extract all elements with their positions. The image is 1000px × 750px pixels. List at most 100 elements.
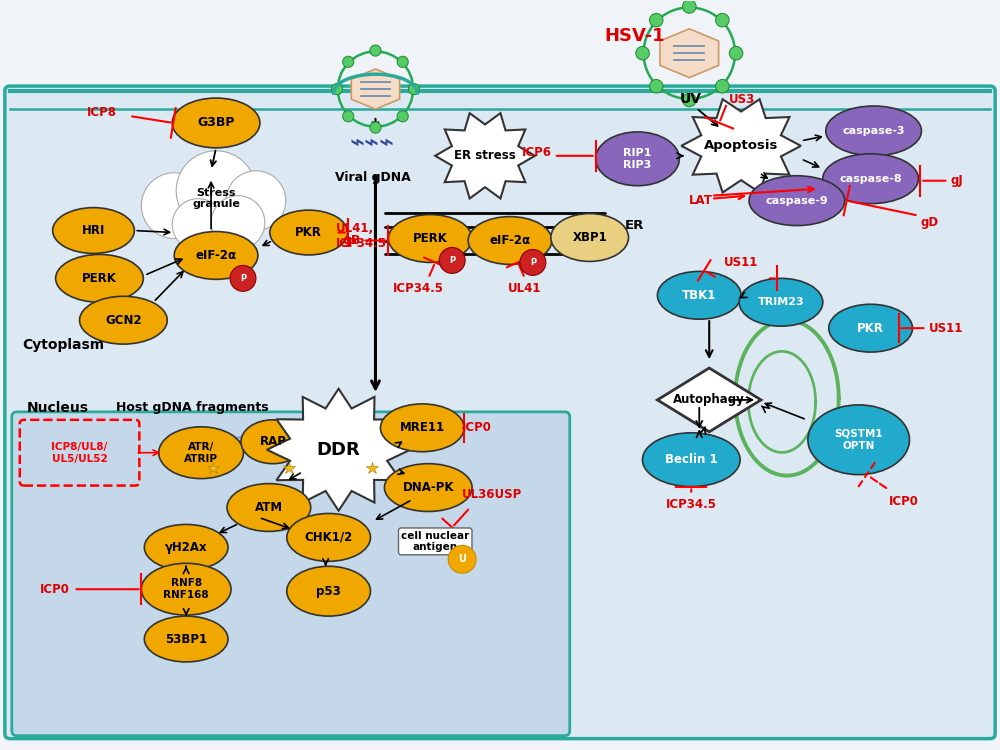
Ellipse shape — [642, 433, 740, 487]
Text: Autophagy: Autophagy — [673, 394, 745, 406]
Circle shape — [211, 196, 265, 250]
Circle shape — [649, 80, 663, 93]
Text: PKR: PKR — [295, 226, 322, 239]
Text: eIF-2α: eIF-2α — [195, 249, 237, 262]
Text: ICP0: ICP0 — [889, 495, 918, 508]
Text: DDR: DDR — [317, 441, 360, 459]
Text: US3: US3 — [729, 92, 755, 106]
Text: PERK: PERK — [413, 232, 448, 245]
Text: LAT: LAT — [689, 194, 713, 207]
Text: MRE11: MRE11 — [400, 422, 445, 434]
Text: Host gDNA fragments: Host gDNA fragments — [116, 401, 269, 415]
Text: RAP: RAP — [259, 435, 286, 448]
Text: SQSTM1
OPTN: SQSTM1 OPTN — [834, 429, 883, 451]
Text: UL41,
ICP34.5: UL41, ICP34.5 — [336, 221, 387, 250]
Text: RNF8
RNF168: RNF8 RNF168 — [163, 578, 209, 600]
Text: TBK1: TBK1 — [682, 289, 716, 302]
Text: P: P — [530, 258, 536, 267]
Circle shape — [370, 45, 381, 56]
Text: GCN2: GCN2 — [105, 314, 142, 327]
Circle shape — [439, 248, 465, 274]
Circle shape — [636, 46, 649, 60]
Ellipse shape — [808, 405, 909, 475]
Ellipse shape — [287, 514, 370, 561]
Circle shape — [172, 199, 224, 250]
Text: caspase-3: caspase-3 — [842, 126, 905, 136]
Ellipse shape — [241, 420, 305, 464]
Text: caspase-8: caspase-8 — [839, 174, 902, 184]
Text: ICP8/UL8/
UL5/UL52: ICP8/UL8/ UL5/UL52 — [51, 442, 108, 464]
Circle shape — [343, 56, 354, 68]
Text: ICP0: ICP0 — [462, 422, 492, 434]
Text: ICP34.5: ICP34.5 — [393, 282, 444, 295]
Text: Beclin 1: Beclin 1 — [665, 453, 718, 466]
Circle shape — [683, 0, 696, 13]
Circle shape — [683, 93, 696, 106]
Text: ≈≈≈: ≈≈≈ — [226, 411, 285, 453]
Ellipse shape — [227, 484, 311, 532]
Text: caspase-9: caspase-9 — [766, 196, 828, 206]
Circle shape — [397, 111, 408, 122]
Text: gJ: gJ — [950, 174, 963, 188]
Text: ICP8: ICP8 — [87, 106, 117, 119]
Text: ER stress: ER stress — [454, 149, 516, 162]
Text: P: P — [240, 274, 246, 283]
Ellipse shape — [826, 106, 921, 156]
Text: RIP1
RIP3: RIP1 RIP3 — [623, 148, 652, 170]
Text: US11: US11 — [928, 322, 963, 334]
Text: HSV-1: HSV-1 — [605, 27, 665, 45]
Ellipse shape — [270, 210, 348, 255]
Ellipse shape — [174, 232, 258, 279]
Text: Apoptosis: Apoptosis — [704, 140, 778, 152]
Polygon shape — [660, 28, 719, 77]
Polygon shape — [681, 99, 801, 193]
Text: ≈≈≈: ≈≈≈ — [336, 419, 395, 457]
Circle shape — [230, 266, 256, 291]
FancyBboxPatch shape — [12, 412, 570, 736]
Polygon shape — [267, 388, 410, 511]
Polygon shape — [351, 69, 400, 110]
Ellipse shape — [596, 132, 679, 186]
Text: cell nuclear
antigen: cell nuclear antigen — [401, 530, 469, 552]
Ellipse shape — [657, 272, 741, 320]
Circle shape — [331, 83, 343, 94]
Circle shape — [520, 250, 546, 275]
Ellipse shape — [823, 154, 918, 204]
Circle shape — [716, 13, 729, 27]
Ellipse shape — [384, 464, 472, 512]
Circle shape — [448, 545, 476, 573]
Ellipse shape — [739, 278, 823, 326]
Ellipse shape — [829, 304, 912, 352]
Text: ⌁⌁⌁: ⌁⌁⌁ — [350, 130, 395, 154]
Circle shape — [370, 122, 381, 134]
Ellipse shape — [56, 254, 143, 302]
Polygon shape — [657, 368, 761, 432]
Ellipse shape — [144, 616, 228, 662]
Text: G3BP: G3BP — [197, 116, 235, 130]
Text: Stress
granule: Stress granule — [192, 188, 240, 209]
Text: U: U — [458, 554, 466, 564]
Circle shape — [141, 172, 207, 238]
Text: 53BP1: 53BP1 — [165, 632, 207, 646]
Ellipse shape — [172, 98, 260, 148]
Text: XBP1: XBP1 — [572, 231, 607, 244]
Circle shape — [729, 46, 743, 60]
Ellipse shape — [380, 404, 464, 451]
Text: γH2Ax: γH2Ax — [165, 541, 207, 554]
Circle shape — [408, 83, 420, 94]
Circle shape — [226, 171, 286, 230]
Text: Viral gDNA: Viral gDNA — [335, 171, 410, 184]
Circle shape — [176, 151, 256, 230]
Text: ICP0: ICP0 — [40, 583, 70, 596]
Text: p53: p53 — [316, 585, 341, 598]
Circle shape — [649, 13, 663, 27]
Text: ICP34.5: ICP34.5 — [666, 498, 717, 511]
Text: UV: UV — [679, 92, 701, 106]
Text: DNA-PK: DNA-PK — [403, 481, 454, 494]
Ellipse shape — [287, 566, 370, 616]
Text: ATR/
ATRIP: ATR/ ATRIP — [184, 442, 218, 464]
Text: ER: ER — [625, 219, 644, 232]
Polygon shape — [435, 113, 535, 199]
Circle shape — [397, 56, 408, 68]
FancyBboxPatch shape — [5, 86, 995, 739]
